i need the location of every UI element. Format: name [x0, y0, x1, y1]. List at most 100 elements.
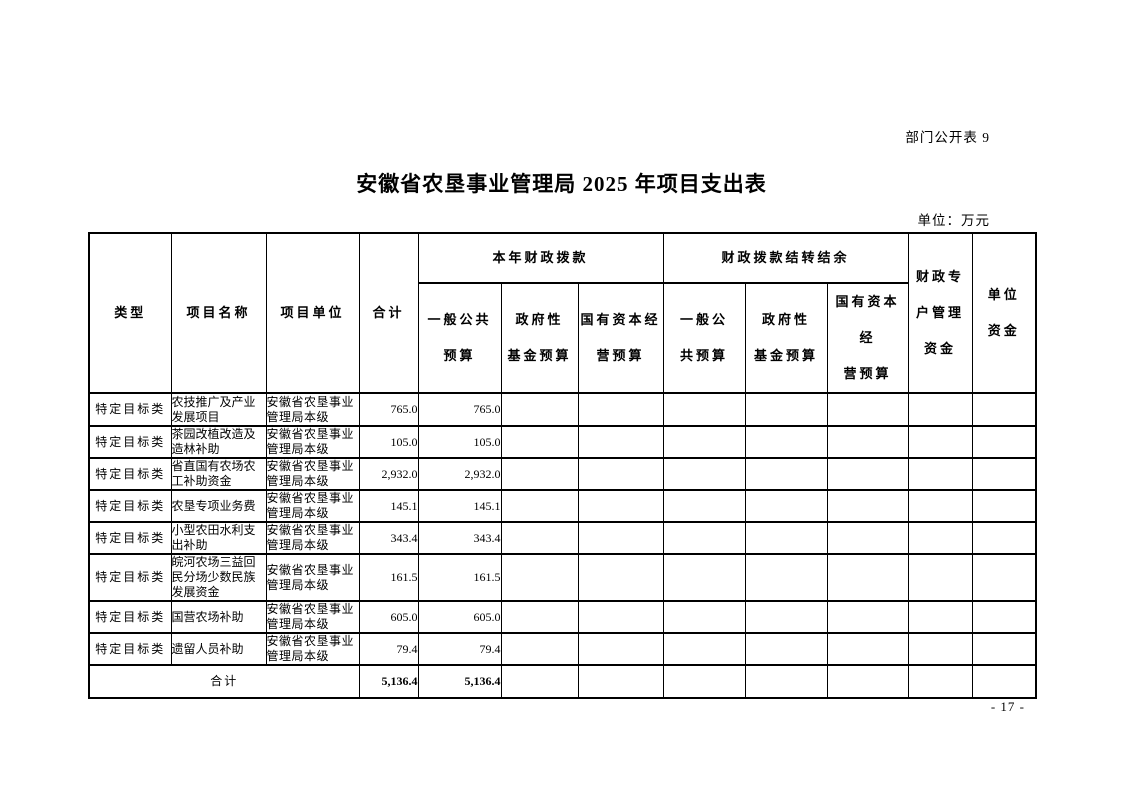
cell-state-capital-carryover	[826, 392, 909, 427]
cell-general-public-carryover	[662, 457, 746, 491]
cell-project-name: 小型农田水利支出补助	[170, 521, 267, 555]
cell-gov-fund-carryover	[744, 553, 828, 602]
cell-general-public-current: 145.1	[417, 489, 502, 523]
cell-gov-fund-current	[500, 489, 579, 523]
cell-state-capital-carryover	[826, 553, 909, 602]
cell-general-public-current: 343.4	[417, 521, 502, 555]
cell-special-account	[907, 600, 973, 634]
table-row: 特定目标类 农垦专项业务费 安徽省农垦事业管理局本级 145.1 145.1	[88, 489, 1037, 523]
header-gov-fund-carryover: 政府性 基金预算	[744, 282, 828, 394]
expenditure-table: 类型 项目名称 项目单位 合计 本年财政拨款 财政拨款结转结余 财政专 户管理 …	[88, 232, 1038, 699]
cell-state-capital-current	[577, 664, 664, 699]
cell-general-public-carryover	[662, 392, 746, 427]
cell-state-capital-current	[577, 600, 664, 634]
cell-total: 2,932.0	[358, 457, 419, 491]
cell-project-unit: 安徽省农垦事业管理局本级	[265, 553, 360, 602]
table-body: 特定目标类 农技推广及产业发展项目 安徽省农垦事业管理局本级 765.0 765…	[88, 392, 1037, 699]
cell-unit-funds	[971, 425, 1037, 459]
cell-unit-funds	[971, 664, 1037, 699]
cell-gov-fund-current	[500, 632, 579, 666]
cell-general-public-current: 79.4	[417, 632, 502, 666]
cell-total: 605.0	[358, 600, 419, 634]
cell-unit-funds	[971, 392, 1037, 427]
cell-type: 特定目标类	[88, 553, 172, 602]
header-state-capital-carryover: 国有资本经 营预算	[826, 282, 909, 394]
cell-general-public-current: 5,136.4	[417, 664, 502, 699]
cell-gov-fund-carryover	[744, 521, 828, 555]
cell-project-unit: 安徽省农垦事业管理局本级	[265, 632, 360, 666]
cell-gov-fund-carryover	[744, 632, 828, 666]
cell-state-capital-carryover	[826, 457, 909, 491]
cell-general-public-carryover	[662, 553, 746, 602]
cell-type: 特定目标类	[88, 521, 172, 555]
cell-total: 5,136.4	[358, 664, 419, 699]
cell-gov-fund-current	[500, 425, 579, 459]
cell-gov-fund-current	[500, 457, 579, 491]
cell-total: 145.1	[358, 489, 419, 523]
cell-total: 161.5	[358, 553, 419, 602]
cell-general-public-current: 765.0	[417, 392, 502, 427]
cell-general-public-carryover	[662, 425, 746, 459]
cell-gov-fund-carryover	[744, 392, 828, 427]
cell-project-unit: 安徽省农垦事业管理局本级	[265, 600, 360, 634]
header-carryover-group: 财政拨款结转结余	[662, 232, 909, 284]
corner-label: 部门公开表 9	[905, 130, 990, 145]
cell-project-unit: 安徽省农垦事业管理局本级	[265, 425, 360, 459]
cell-total: 79.4	[358, 632, 419, 666]
cell-project-name: 遗留人员补助	[170, 632, 267, 666]
cell-state-capital-carryover	[826, 664, 909, 699]
cell-total: 343.4	[358, 521, 419, 555]
cell-general-public-current: 605.0	[417, 600, 502, 634]
cell-special-account	[907, 425, 973, 459]
cell-state-capital-current	[577, 489, 664, 523]
cell-gov-fund-carryover	[744, 457, 828, 491]
table-row: 特定目标类 农技推广及产业发展项目 安徽省农垦事业管理局本级 765.0 765…	[88, 392, 1037, 427]
table-row: 特定目标类 国营农场补助 安徽省农垦事业管理局本级 605.0 605.0	[88, 600, 1037, 634]
cell-gov-fund-current	[500, 600, 579, 634]
cell-type: 特定目标类	[88, 457, 172, 491]
cell-special-account	[907, 632, 973, 666]
cell-project-name: 国营农场补助	[170, 600, 267, 634]
cell-type: 特定目标类	[88, 425, 172, 459]
cell-state-capital-current	[577, 392, 664, 427]
table-row: 特定目标类 茶园改植改造及造林补助 安徽省农垦事业管理局本级 105.0 105…	[88, 425, 1037, 459]
table-header: 类型 项目名称 项目单位 合计 本年财政拨款 财政拨款结转结余 财政专 户管理 …	[88, 232, 1037, 394]
header-general-public-carryover: 一般公 共预算	[662, 282, 746, 394]
cell-state-capital-carryover	[826, 521, 909, 555]
cell-state-capital-carryover	[826, 600, 909, 634]
cell-state-capital-current	[577, 632, 664, 666]
cell-project-unit: 安徽省农垦事业管理局本级	[265, 392, 360, 427]
cell-general-public-carryover	[662, 521, 746, 555]
cell-project-unit: 安徽省农垦事业管理局本级	[265, 457, 360, 491]
cell-project-name: 农垦专项业务费	[170, 489, 267, 523]
page-title: 安徽省农垦事业管理局 2025 年项目支出表	[356, 172, 767, 196]
cell-unit-funds	[971, 457, 1037, 491]
cell-type: 特定目标类	[88, 632, 172, 666]
cell-unit-funds	[971, 632, 1037, 666]
header-total: 合计	[358, 232, 419, 394]
cell-special-account	[907, 392, 973, 427]
cell-gov-fund-carryover	[744, 600, 828, 634]
cell-state-capital-carryover	[826, 425, 909, 459]
cell-project-unit: 安徽省农垦事业管理局本级	[265, 521, 360, 555]
cell-unit-funds	[971, 553, 1037, 602]
cell-special-account	[907, 521, 973, 555]
cell-special-account	[907, 457, 973, 491]
header-current-year-group: 本年财政拨款	[417, 232, 664, 284]
cell-gov-fund-carryover	[744, 664, 828, 699]
table-row: 特定目标类 遗留人员补助 安徽省农垦事业管理局本级 79.4 79.4	[88, 632, 1037, 666]
cell-project-name: 农技推广及产业发展项目	[170, 392, 267, 427]
cell-general-public-carryover	[662, 664, 746, 699]
cell-gov-fund-current	[500, 664, 579, 699]
header-unit-funds: 单位 资金	[971, 232, 1037, 394]
cell-general-public-current: 105.0	[417, 425, 502, 459]
header-row-sub: 一般公共 预算 政府性 基金预算 国有资本经 营预算 一般公 共预算 政府性 基…	[89, 282, 1036, 394]
cell-general-public-carryover	[662, 489, 746, 523]
cell-unit-funds	[971, 489, 1037, 523]
table-total-row: 合计 5,136.4 5,136.4	[88, 664, 1037, 699]
cell-type: 特定目标类	[88, 600, 172, 634]
cell-general-public-current: 2,932.0	[417, 457, 502, 491]
cell-total: 765.0	[358, 392, 419, 427]
cell-type: 特定目标类	[88, 392, 172, 427]
